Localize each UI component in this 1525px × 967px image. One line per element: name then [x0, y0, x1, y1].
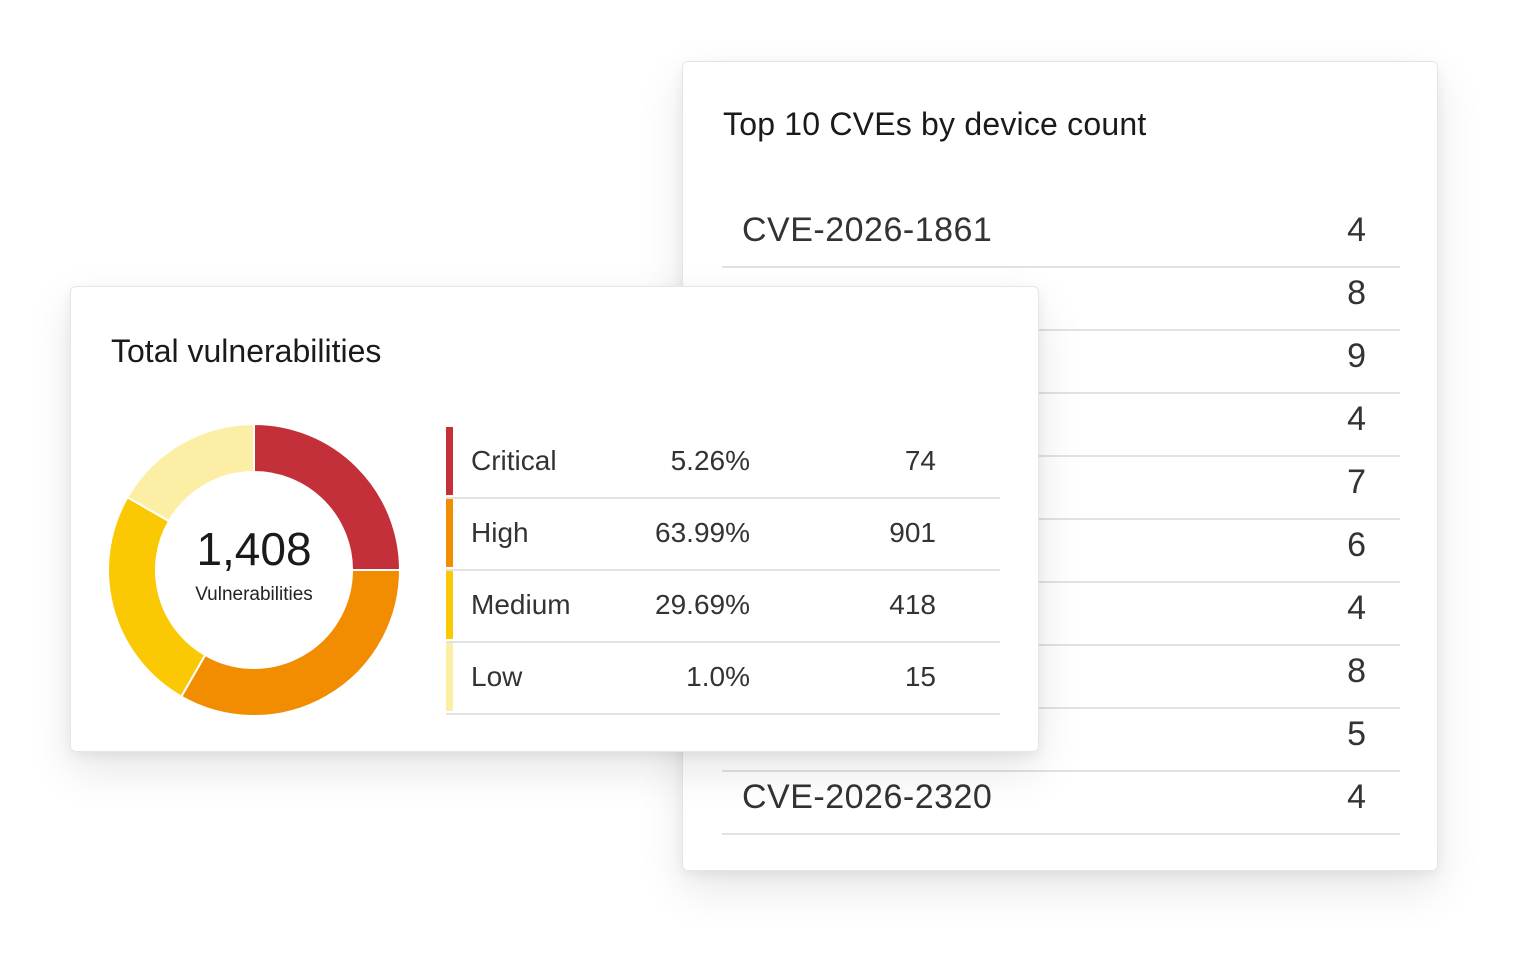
severity-percent: 1.0% — [686, 661, 750, 692]
cve-row[interactable]: 4 — [722, 394, 1400, 457]
cve-device-count: 4 — [1347, 589, 1366, 627]
severity-row-critical[interactable]: Critical 5.26% 74 — [446, 427, 1000, 499]
severity-percent: 5.26% — [670, 445, 750, 476]
cve-device-count: 4 — [1347, 400, 1366, 438]
severity-name: High — [471, 517, 529, 548]
cve-row[interactable]: CVE-2026-2320 4 — [722, 772, 1400, 835]
severity-percent: 29.69% — [655, 589, 750, 620]
top-cves-title: Top 10 CVEs by device count — [723, 106, 1147, 142]
severity-name: Medium — [471, 589, 571, 620]
cve-row[interactable]: 6 — [722, 520, 1400, 583]
cve-device-count: 9 — [1347, 337, 1366, 375]
cve-id[interactable]: CVE-2026-1861 — [742, 211, 993, 249]
severity-color-bar — [446, 571, 453, 639]
cve-row[interactable]: CVE-2026-1861 4 — [722, 205, 1400, 268]
donut-center: 1,408 Vulnerabilities — [107, 423, 401, 717]
cve-device-count: 6 — [1347, 526, 1366, 564]
severity-row-low[interactable]: Low 1.0% 15 — [446, 643, 1000, 715]
cve-device-count: 5 — [1347, 715, 1366, 753]
cve-device-count: 7 — [1347, 463, 1366, 501]
severity-row-high[interactable]: High 63.99% 901 — [446, 499, 1000, 571]
severity-row-medium[interactable]: Medium 29.69% 418 — [446, 571, 1000, 643]
cve-row[interactable]: 8 — [722, 268, 1400, 331]
total-vulnerabilities-card: Total vulnerabilities 1,408 Vulnerabilit… — [70, 286, 1039, 752]
cve-device-count: 4 — [1347, 778, 1366, 816]
cve-id[interactable]: CVE-2026-2320 — [742, 778, 993, 816]
cve-device-count: 8 — [1347, 652, 1366, 690]
severity-color-bar — [446, 499, 453, 567]
cve-device-count: 4 — [1347, 211, 1366, 249]
cve-row[interactable]: 4 — [722, 583, 1400, 646]
vulnerability-donut-chart — [107, 423, 401, 717]
severity-name: Low — [471, 661, 523, 692]
severity-name: Critical — [471, 445, 557, 476]
severity-count: 418 — [889, 589, 936, 620]
cve-row[interactable]: 7 — [722, 457, 1400, 520]
cve-row[interactable]: 8 — [722, 646, 1400, 709]
donut-total-value: 1,408 — [196, 523, 312, 575]
cve-device-count: 8 — [1347, 274, 1366, 312]
severity-color-bar — [446, 427, 453, 495]
severity-count: 901 — [889, 517, 936, 548]
severity-color-bar — [446, 643, 453, 711]
severity-count: 15 — [904, 661, 936, 692]
cve-row[interactable]: 5 — [722, 709, 1400, 772]
donut-segment-high[interactable] — [179, 569, 401, 717]
severity-table: Critical 5.26% 74 High 63.99% 901 Medium… — [446, 427, 1000, 715]
severity-percent: 63.99% — [655, 517, 750, 548]
cve-list: CVE-2026-1861 4 8 9 4 7 6 — [722, 205, 1400, 835]
cve-row[interactable]: 9 — [722, 331, 1400, 394]
donut-total-label: Vulnerabilities — [195, 584, 313, 605]
total-vulnerabilities-title: Total vulnerabilities — [111, 333, 382, 369]
severity-count: 74 — [904, 445, 936, 476]
donut-segment-low[interactable] — [126, 423, 255, 523]
